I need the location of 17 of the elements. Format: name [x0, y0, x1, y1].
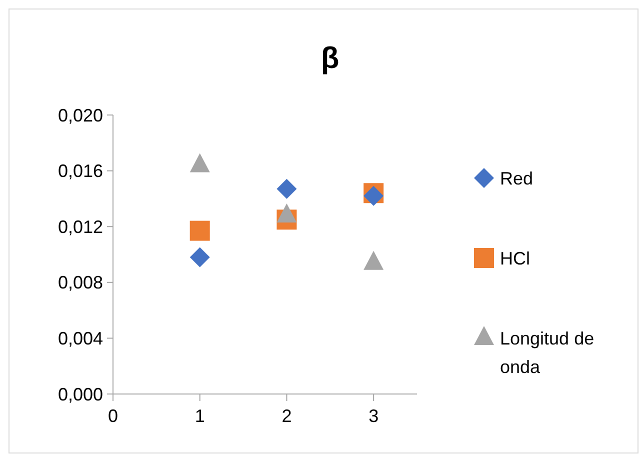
x-tick-label: 1 — [194, 406, 205, 426]
legend-label: Red — [500, 168, 534, 188]
point — [190, 247, 210, 268]
y-tick-label: 0,012 — [58, 216, 103, 237]
x-tick-label: 3 — [368, 406, 379, 426]
x-tick-label: 0 — [108, 406, 118, 426]
y-tick-label: 0,020 — [58, 105, 103, 126]
point — [276, 178, 297, 199]
legend-label: HCl — [500, 248, 530, 268]
chart-title: β — [320, 42, 340, 75]
y-tick-label: 0,004 — [58, 328, 103, 348]
point — [190, 220, 210, 241]
x-tick-label: 2 — [282, 406, 292, 426]
y-tick-label: 0,000 — [58, 384, 103, 404]
legend-label: Longitud de onda — [500, 328, 594, 378]
y-tick-label: 0,008 — [58, 272, 103, 293]
y-tick-label: 0,016 — [58, 161, 103, 182]
